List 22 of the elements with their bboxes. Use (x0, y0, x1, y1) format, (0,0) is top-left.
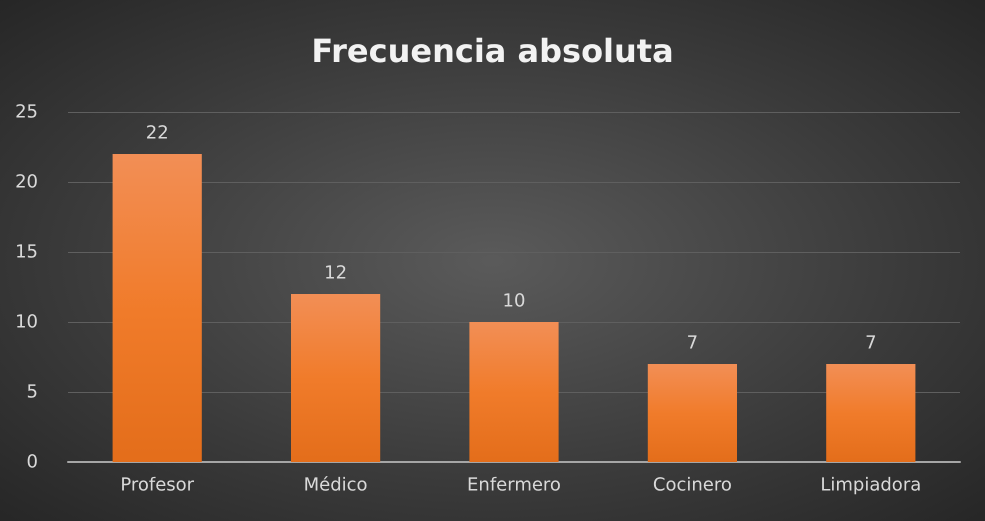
y-tick-label: 10 (15, 312, 38, 332)
y-tick-label: 0 (26, 452, 38, 472)
bar (291, 294, 380, 462)
y-tick-label: 25 (15, 102, 38, 122)
y-tick-label: 15 (15, 242, 38, 262)
bar (826, 364, 916, 462)
data-label: 12 (324, 262, 348, 284)
bar (469, 322, 559, 462)
y-tick-label: 20 (15, 172, 38, 192)
bar (112, 154, 202, 462)
bar (648, 364, 737, 462)
x-tick-label: Profesor (120, 474, 195, 496)
chart-title: Frecuencia absoluta (311, 32, 674, 70)
x-tick-label: Enfermero (467, 474, 561, 496)
data-label: 7 (865, 332, 877, 354)
data-label: 10 (502, 290, 526, 312)
x-tick-label: Médico (304, 474, 368, 496)
data-label: 22 (146, 122, 169, 144)
x-tick-label: Limpiadora (820, 474, 922, 496)
x-tick-label: Cocinero (652, 474, 732, 496)
y-tick-label: 5 (26, 382, 38, 402)
data-label: 7 (686, 332, 698, 354)
